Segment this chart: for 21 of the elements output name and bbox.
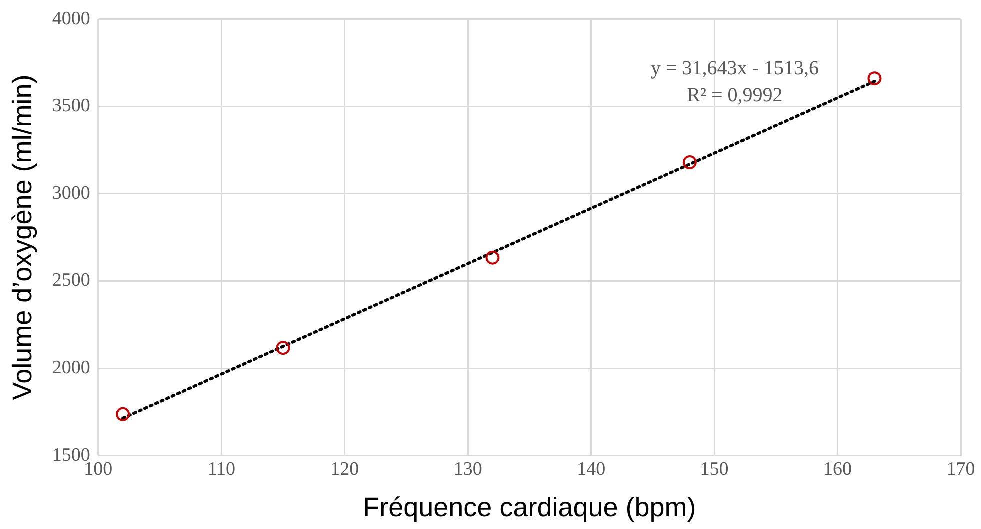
- x-tick-label: 120: [330, 459, 360, 480]
- y-tick-label: 2000: [52, 358, 90, 379]
- x-tick-label: 140: [577, 459, 606, 480]
- x-tick-label: 150: [700, 459, 729, 480]
- x-tick-label: 170: [946, 459, 976, 480]
- x-axis-title: Fréquence cardiaque (bpm): [363, 492, 696, 522]
- annotation: R² = 0,9992: [687, 84, 783, 107]
- point: [682, 156, 697, 170]
- point: [486, 250, 500, 265]
- y-tick-label: 2500: [52, 270, 90, 292]
- x-tick-label: 130: [454, 459, 482, 480]
- x-tick-label: 110: [208, 459, 236, 480]
- y-tick-label: 3000: [52, 182, 90, 204]
- annotation: y = 31,643x - 1513,6: [651, 58, 819, 80]
- point: [276, 341, 290, 356]
- y-axis-title: Volume d’oxygène (ml/min): [8, 74, 38, 400]
- y-tick-label: 4000: [52, 8, 90, 30]
- point: [116, 407, 130, 422]
- point: [868, 72, 882, 86]
- y-tick-label: 3500: [52, 96, 90, 117]
- x-tick-label: 160: [824, 459, 852, 480]
